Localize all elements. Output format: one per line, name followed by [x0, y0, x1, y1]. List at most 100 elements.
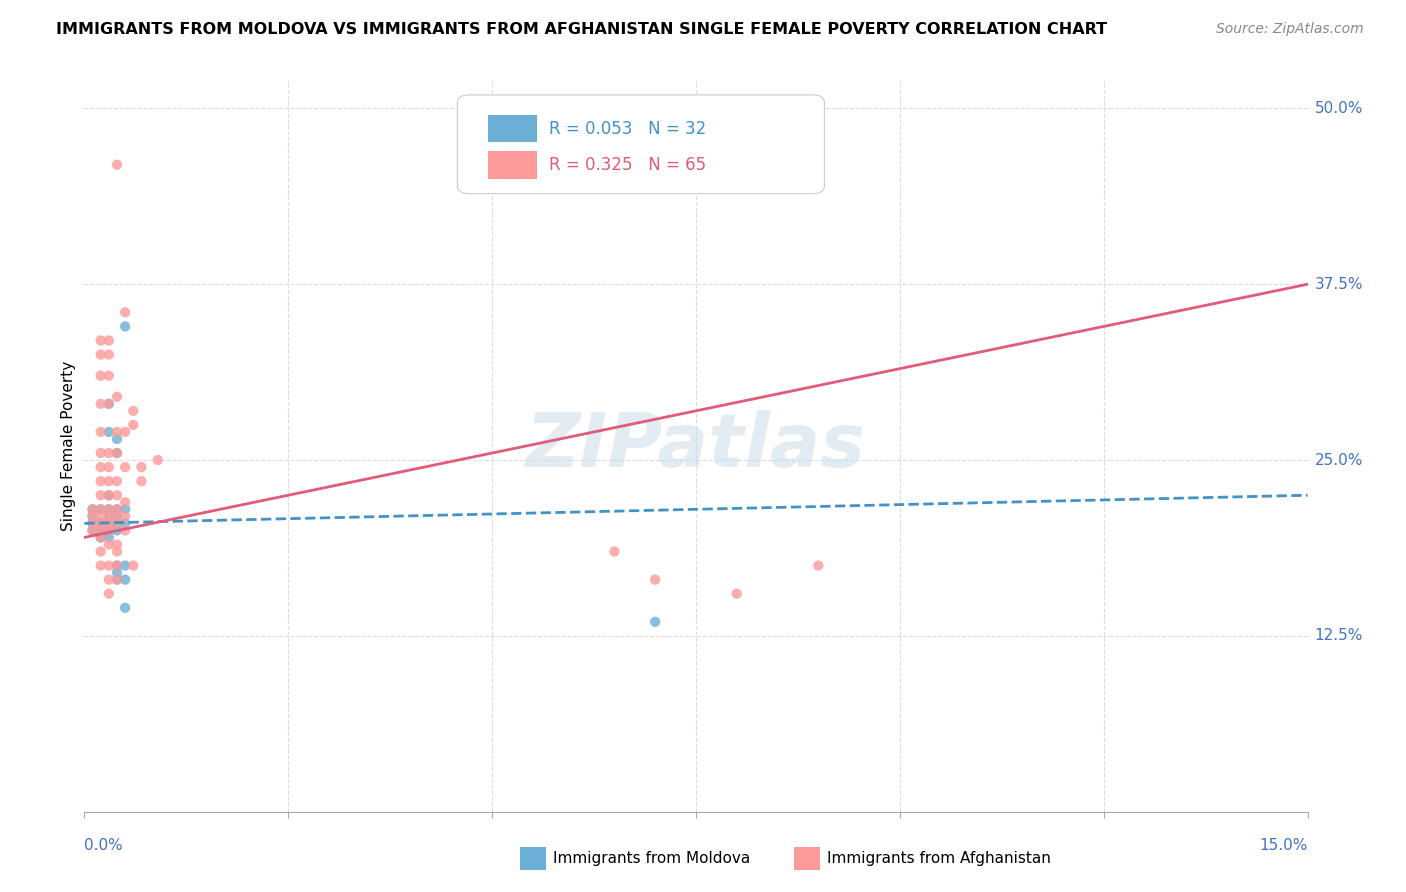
- Point: [114, 600, 136, 615]
- Point: [603, 544, 626, 558]
- Point: [97, 488, 120, 502]
- Point: [90, 348, 112, 362]
- Point: [122, 558, 145, 573]
- Point: [97, 587, 120, 601]
- Y-axis label: Single Female Poverty: Single Female Poverty: [60, 361, 76, 531]
- Text: 15.0%: 15.0%: [1260, 838, 1308, 854]
- Point: [97, 573, 120, 587]
- Point: [97, 425, 120, 439]
- Point: [97, 502, 120, 516]
- Text: 50.0%: 50.0%: [1315, 101, 1362, 116]
- Point: [97, 558, 120, 573]
- Point: [90, 544, 112, 558]
- Point: [105, 537, 128, 551]
- Point: [90, 558, 112, 573]
- Text: Source: ZipAtlas.com: Source: ZipAtlas.com: [1216, 22, 1364, 37]
- Point: [114, 502, 136, 516]
- Point: [97, 524, 120, 538]
- Point: [97, 446, 120, 460]
- Point: [82, 509, 104, 524]
- Bar: [488, 152, 537, 179]
- Point: [97, 516, 120, 531]
- Point: [105, 446, 128, 460]
- Text: 25.0%: 25.0%: [1315, 452, 1362, 467]
- Point: [105, 502, 128, 516]
- Point: [114, 558, 136, 573]
- Point: [97, 334, 120, 348]
- Point: [90, 397, 112, 411]
- Point: [97, 460, 120, 475]
- Point: [97, 397, 120, 411]
- Text: 37.5%: 37.5%: [1315, 277, 1362, 292]
- Point: [105, 566, 128, 580]
- Point: [114, 573, 136, 587]
- Point: [105, 516, 128, 531]
- Point: [90, 509, 112, 524]
- Point: [90, 516, 112, 531]
- Point: [105, 390, 128, 404]
- Point: [90, 524, 112, 538]
- Point: [725, 587, 748, 601]
- Text: Immigrants from Afghanistan: Immigrants from Afghanistan: [827, 851, 1050, 866]
- Point: [82, 509, 104, 524]
- Point: [97, 509, 120, 524]
- Point: [82, 516, 104, 531]
- Point: [122, 417, 145, 432]
- Point: [146, 453, 169, 467]
- Bar: [488, 115, 537, 143]
- Point: [807, 558, 830, 573]
- Point: [105, 516, 128, 531]
- Point: [90, 425, 112, 439]
- Point: [97, 488, 120, 502]
- Text: 12.5%: 12.5%: [1315, 628, 1362, 643]
- Point: [90, 488, 112, 502]
- Text: ZIPatlas: ZIPatlas: [526, 409, 866, 483]
- Point: [82, 516, 104, 531]
- Point: [114, 305, 136, 319]
- Point: [82, 502, 104, 516]
- Point: [97, 368, 120, 383]
- Point: [114, 509, 136, 524]
- Point: [97, 530, 120, 544]
- Point: [105, 432, 128, 446]
- Point: [105, 573, 128, 587]
- Point: [105, 509, 128, 524]
- Point: [90, 368, 112, 383]
- Point: [97, 509, 120, 524]
- Point: [131, 474, 153, 488]
- Text: R = 0.053   N = 32: R = 0.053 N = 32: [550, 120, 706, 137]
- Point: [82, 524, 104, 538]
- Point: [122, 404, 145, 418]
- Point: [105, 474, 128, 488]
- Point: [114, 319, 136, 334]
- FancyBboxPatch shape: [457, 95, 824, 194]
- Point: [131, 460, 153, 475]
- Point: [90, 446, 112, 460]
- Point: [644, 573, 666, 587]
- Point: [97, 524, 120, 538]
- Point: [105, 446, 128, 460]
- Point: [114, 460, 136, 475]
- Point: [90, 530, 112, 544]
- Point: [105, 509, 128, 524]
- Point: [97, 474, 120, 488]
- Point: [114, 425, 136, 439]
- Point: [90, 502, 112, 516]
- Point: [97, 348, 120, 362]
- Point: [97, 516, 120, 531]
- Point: [114, 516, 136, 531]
- Point: [82, 502, 104, 516]
- Point: [105, 502, 128, 516]
- Point: [90, 334, 112, 348]
- Point: [105, 558, 128, 573]
- Point: [644, 615, 666, 629]
- Text: Immigrants from Moldova: Immigrants from Moldova: [553, 851, 749, 866]
- Point: [90, 516, 112, 531]
- Point: [82, 524, 104, 538]
- Point: [105, 573, 128, 587]
- Point: [105, 558, 128, 573]
- Point: [90, 460, 112, 475]
- Point: [90, 474, 112, 488]
- Point: [105, 425, 128, 439]
- Text: R = 0.325   N = 65: R = 0.325 N = 65: [550, 156, 706, 174]
